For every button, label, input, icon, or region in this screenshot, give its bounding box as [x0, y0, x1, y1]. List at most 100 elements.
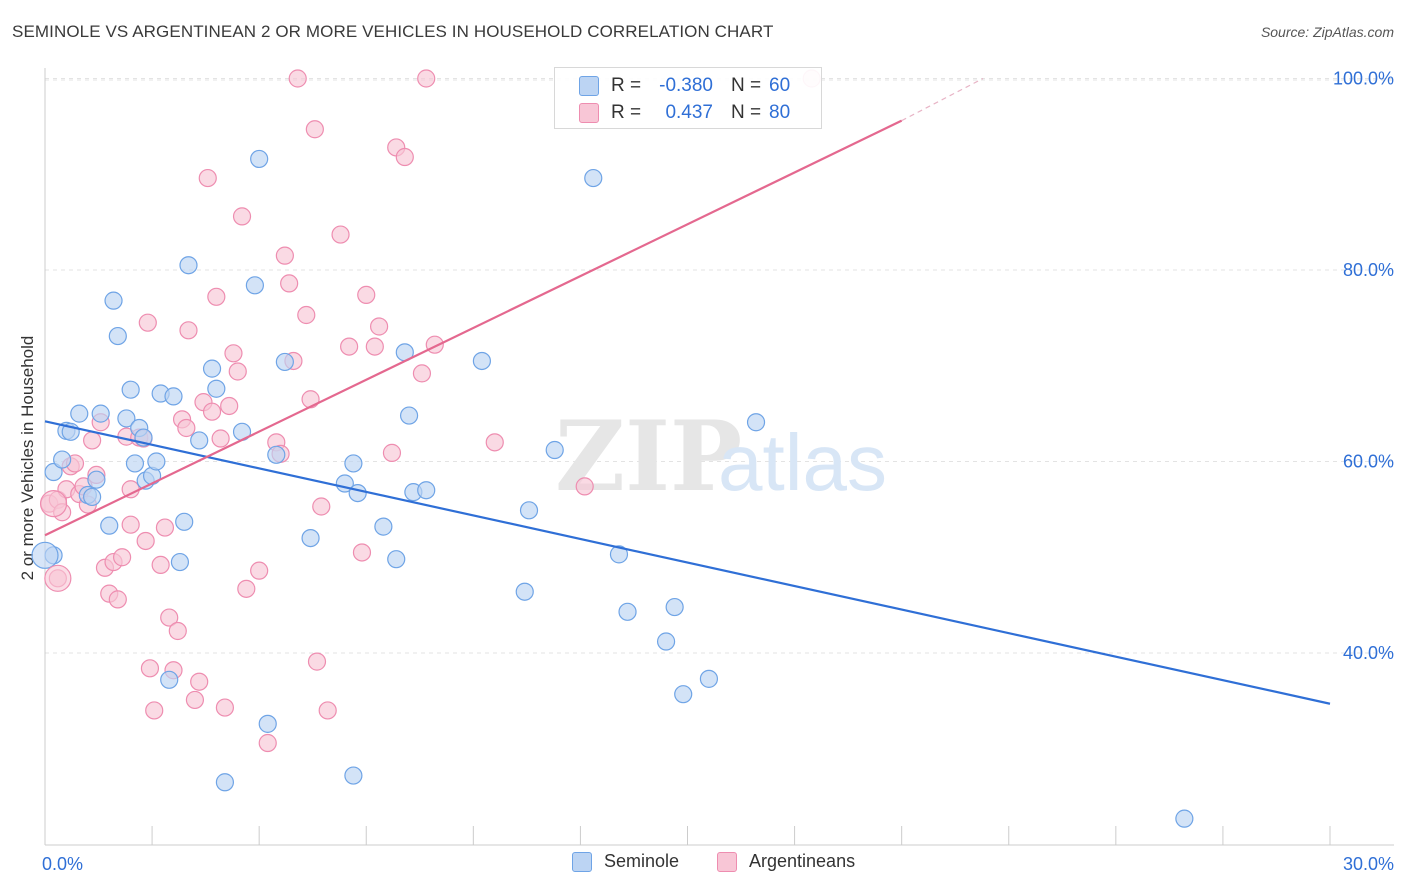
seminole-point — [91, 404, 110, 423]
argentinean-point — [412, 364, 432, 383]
argentinean-point — [185, 690, 205, 710]
seminole-point — [275, 352, 294, 372]
legend-item-seminole: Seminole — [572, 851, 679, 872]
seminole-point — [245, 276, 264, 295]
seminole-point — [344, 454, 363, 473]
x-tick-label: 30.0% — [1343, 854, 1394, 874]
argentinean-point — [145, 701, 164, 720]
argentinean-point — [370, 317, 389, 336]
argentinean-point — [140, 659, 160, 678]
seminole-point — [53, 450, 72, 469]
seminole-point — [164, 387, 183, 406]
argentineans-legend-swatch — [717, 851, 737, 872]
seminole-point — [202, 359, 222, 378]
argentinean-point — [275, 246, 294, 265]
argentinean-point — [190, 672, 209, 691]
seminole-point — [348, 483, 367, 503]
r-label: R = — [611, 75, 642, 96]
seminole-point — [417, 481, 436, 500]
argentinean-point — [211, 429, 230, 448]
seminole-point — [160, 670, 179, 689]
argentinean-point — [485, 433, 504, 452]
seminole-point — [545, 440, 564, 460]
argentinean-point — [168, 621, 187, 641]
argentinean-point — [417, 69, 436, 88]
seminole-point — [656, 632, 676, 651]
seminole-point — [100, 516, 119, 535]
seminole-point — [207, 379, 226, 398]
legend-item-argentineans: Argentineans — [717, 851, 855, 872]
argentineans-swatch — [579, 103, 599, 123]
argentinean-point — [83, 431, 102, 450]
seminole-large-point — [31, 541, 59, 569]
seminole-point — [374, 517, 393, 536]
legend-row-seminole: R = -0.380 N = 60 — [579, 74, 790, 98]
seminole-point — [215, 773, 234, 792]
argentinean-trendline-extension — [901, 77, 984, 122]
seminole-point — [1175, 809, 1194, 828]
argentinean-point — [177, 418, 196, 438]
argentinean-point — [365, 337, 384, 356]
r-value: 0.437 — [665, 102, 713, 123]
argentinean-point — [297, 305, 316, 325]
argentinean-point — [198, 168, 217, 188]
seminole-point — [175, 512, 194, 531]
argentinean-point — [228, 362, 247, 381]
argentinean-point — [382, 443, 402, 462]
seminole-trendline — [44, 420, 1331, 705]
seminole-point — [674, 685, 693, 704]
x-tick-label: 0.0% — [42, 854, 83, 874]
y-tick-label: 80.0% — [1343, 260, 1394, 280]
argentinean-point — [215, 698, 234, 717]
argentinean-point — [136, 531, 155, 551]
watermark-zip: ZIP — [555, 400, 742, 513]
argentinean-point — [340, 337, 359, 356]
argentinean-point — [112, 548, 132, 567]
argentinean-point — [301, 390, 320, 409]
seminole-point — [125, 454, 145, 473]
seminole-point — [83, 487, 102, 507]
legend-label-argentineans: Argentineans — [749, 851, 856, 871]
seminole-point — [179, 256, 198, 275]
argentinean-point — [288, 69, 307, 88]
seminole-point — [584, 168, 603, 188]
argentinean-point — [138, 313, 157, 332]
chart-title: SEMINOLE VS ARGENTINEAN 2 OR MORE VEHICL… — [12, 22, 774, 41]
correlation-legend: R = -0.380 N = 60 R = 0.437 N = 80 — [554, 67, 822, 129]
argentinean-point — [160, 608, 179, 627]
n-label: N = — [731, 102, 762, 123]
seminole-point — [267, 445, 286, 464]
argentinean-point — [305, 120, 324, 139]
seminole-point — [87, 470, 106, 489]
legend-row-argentineans: R = 0.437 N = 80 — [579, 101, 790, 125]
seminole-point — [519, 501, 539, 520]
watermark-atlas: atlas — [718, 418, 887, 507]
argentinean-point — [312, 497, 331, 516]
argentinean-point — [575, 477, 594, 496]
series-legend: Seminole Argentineans — [0, 851, 1406, 879]
argentinean-point — [232, 207, 252, 226]
argentinean-point — [395, 147, 414, 167]
legend-label-seminole: Seminole — [604, 851, 680, 871]
seminole-point — [70, 404, 89, 423]
argentinean-point — [108, 590, 127, 609]
seminole-point — [104, 291, 123, 310]
seminole-point — [147, 452, 166, 471]
seminole-point — [117, 409, 136, 428]
n-label: N = — [731, 75, 762, 96]
seminole-legend-swatch — [572, 851, 592, 872]
argentinean-point — [121, 480, 140, 499]
argentinean-point — [280, 274, 299, 293]
seminole-point — [699, 669, 719, 688]
argentinean-point — [121, 515, 140, 534]
n-value: 80 — [769, 102, 791, 123]
seminole-point — [665, 597, 684, 617]
seminole-point — [609, 545, 629, 564]
argentinean-point — [357, 285, 376, 304]
r-label: R = — [611, 102, 642, 123]
y-tick-label: 40.0% — [1343, 643, 1394, 663]
argentinean-point — [155, 518, 175, 537]
source-label: Source: ZipAtlas.com — [1260, 24, 1394, 40]
argentinean-point — [179, 321, 198, 340]
seminole-point — [618, 602, 637, 621]
